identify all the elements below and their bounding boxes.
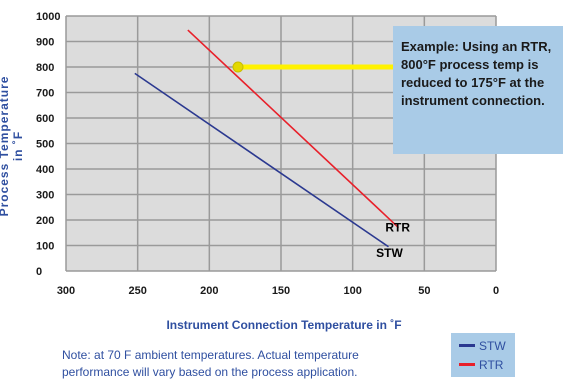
- x-axis-label: Instrument Connection Temperature in ˚F: [166, 318, 402, 332]
- legend-item-stw: STW: [459, 336, 515, 355]
- annotation-rtr: RTR: [385, 220, 410, 234]
- y-tick-label: 100: [36, 241, 54, 253]
- y-tick-label: 1000: [36, 11, 60, 23]
- legend-label-rtr: RTR: [479, 357, 504, 372]
- y-tick-label: 600: [36, 113, 54, 125]
- x-tick-label: 50: [418, 285, 430, 297]
- x-tick-label: 0: [493, 285, 499, 297]
- footnote: Note: at 70 F ambient temperatures. Actu…: [62, 348, 359, 379]
- y-tick-label: 300: [36, 190, 54, 202]
- y-tick-label: 800: [36, 62, 54, 74]
- y-tick-label: 0: [36, 266, 42, 278]
- y-tick-label: 700: [36, 88, 54, 100]
- y-axis-label: Process Temperature in ˚F: [0, 75, 25, 217]
- series-line-stw: [134, 72, 389, 248]
- annotation-stw: STW: [376, 246, 403, 260]
- x-tick-label: 200: [200, 285, 218, 297]
- legend-swatch-stw: [459, 344, 475, 347]
- y-tick-label: 500: [36, 139, 54, 151]
- x-tick-label: 300: [57, 285, 75, 297]
- x-tick-label: 250: [128, 285, 146, 297]
- y-tick-label: 900: [36, 37, 54, 49]
- series-line-rtr: [187, 29, 400, 229]
- x-tick-label: 100: [343, 285, 361, 297]
- legend-item-rtr: RTR: [459, 355, 515, 374]
- x-tick-label: 150: [272, 285, 290, 297]
- example-callout: Example: Using an RTR, 800°F process tem…: [393, 26, 563, 154]
- y-tick-label: 200: [36, 215, 54, 227]
- legend-swatch-rtr: [459, 363, 475, 366]
- y-tick-label: 400: [36, 164, 54, 176]
- example-point: [232, 61, 244, 73]
- legend-label-stw: STW: [479, 338, 506, 353]
- legend: STW RTR: [451, 333, 515, 377]
